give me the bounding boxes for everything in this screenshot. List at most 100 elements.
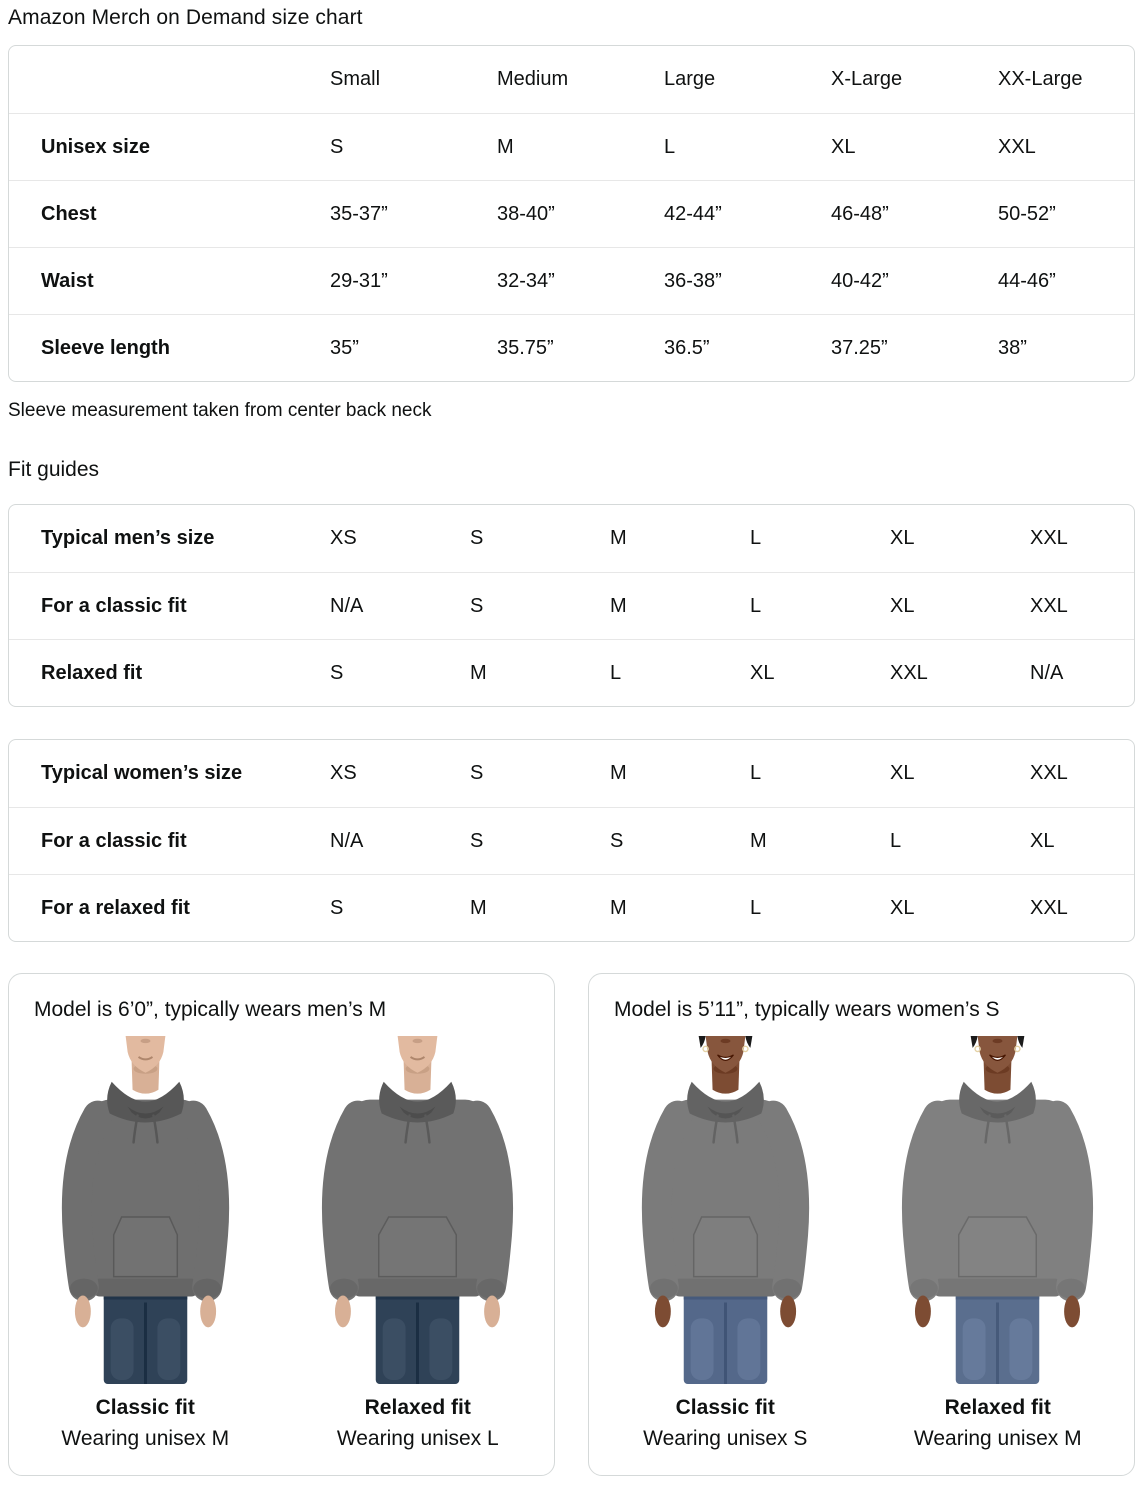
row-label: Unisex size bbox=[41, 135, 150, 158]
table-row: Typical women’s size XS S M L XL XXL bbox=[9, 740, 1134, 807]
size-chart-table: Small Medium Large X-Large XX-Large Unisex si… bbox=[8, 45, 1135, 382]
fit-label: Relaxed fit bbox=[364, 1396, 471, 1419]
cell: 29-31” bbox=[330, 269, 388, 292]
row-label: Typical women’s size bbox=[41, 762, 243, 784]
column-header: XX-Large bbox=[998, 68, 1083, 90]
cell: XL bbox=[1030, 829, 1055, 852]
womens-figures: Classic fit Wearing unisex S Relaxed fit W… bbox=[589, 1036, 1134, 1451]
table-row: Waist 29-31” 32-34” 36-38” 40-42” 44-46” bbox=[9, 247, 1134, 314]
cell: XXL bbox=[1030, 896, 1068, 919]
model-cards: Model is 6’0”, typically wears men’s M C… bbox=[8, 973, 1135, 1476]
cell: L bbox=[610, 661, 622, 684]
cell: 35-37” bbox=[330, 202, 388, 225]
row-label: Relaxed fit bbox=[41, 661, 143, 684]
cell: M bbox=[470, 896, 487, 919]
cell: 38” bbox=[998, 336, 1027, 359]
cell: XS bbox=[330, 527, 357, 549]
figure-caption: Wearing unisex M bbox=[61, 1427, 230, 1450]
row-label: Waist bbox=[41, 269, 94, 292]
model-figure-classic: Classic fit Wearing unisex M bbox=[9, 1036, 282, 1451]
row-label: Sleeve length bbox=[41, 336, 170, 359]
model-figure-classic: Classic fit Wearing unisex S bbox=[589, 1036, 862, 1451]
cell: XL bbox=[831, 135, 856, 158]
cell: L bbox=[750, 527, 762, 549]
cell: S bbox=[470, 594, 484, 617]
cell: XXL bbox=[1030, 527, 1068, 549]
mens-card-heading: Model is 6’0”, typically wears men’s M bbox=[34, 998, 387, 1021]
column-header: Large bbox=[664, 68, 716, 90]
cell: S bbox=[470, 762, 484, 784]
cell: L bbox=[750, 896, 762, 919]
column-header: Medium bbox=[497, 68, 569, 90]
cell: 37.25” bbox=[831, 336, 888, 359]
fit-guides-heading: Fit guides bbox=[8, 458, 100, 481]
cell: XXL bbox=[1030, 594, 1068, 617]
table-row: For a relaxed fit S M M L XL XXL bbox=[9, 874, 1134, 941]
cell: XL bbox=[890, 594, 915, 617]
cell: 35.75” bbox=[497, 336, 554, 359]
cell: 40-42” bbox=[831, 269, 889, 292]
model-figure-relaxed: Relaxed fit Wearing unisex M bbox=[862, 1036, 1135, 1451]
cell: XL bbox=[750, 661, 775, 684]
womens-card-heading: Model is 5’11”, typically wears women’s … bbox=[614, 998, 1000, 1021]
figure-caption: Wearing unisex S bbox=[643, 1427, 808, 1450]
cell: 42-44” bbox=[664, 202, 722, 225]
womens-fit-table: Typical women’s size XS S M L XL XXL For a clas… bbox=[8, 739, 1135, 942]
cell: XL bbox=[890, 896, 915, 919]
table-row: Relaxed fit S M L XL XXL N/A bbox=[9, 639, 1134, 706]
cell: XL bbox=[890, 762, 915, 784]
row-label: Chest bbox=[41, 202, 97, 225]
fit-label: Relaxed fit bbox=[944, 1396, 1051, 1419]
cell: N/A bbox=[1030, 661, 1064, 684]
mens-model-card: Model is 6’0”, typically wears men’s M C… bbox=[8, 973, 555, 1476]
cell: N/A bbox=[330, 829, 364, 852]
cell: XL bbox=[890, 527, 915, 549]
table-row: For a classic fit N/A S S M L XL bbox=[9, 807, 1134, 874]
cell: L bbox=[664, 135, 676, 158]
cell: 50-52” bbox=[998, 202, 1056, 225]
figure-caption: Wearing unisex M bbox=[913, 1427, 1082, 1450]
cell: M bbox=[610, 594, 627, 617]
cell: 32-34” bbox=[497, 269, 555, 292]
cell: M bbox=[470, 661, 487, 684]
cell: M bbox=[610, 896, 627, 919]
table-row: Typical men’s size XS S M L XL XXL bbox=[9, 505, 1134, 572]
fit-label: Classic fit bbox=[675, 1396, 775, 1419]
cell: XS bbox=[330, 762, 357, 784]
cell: S bbox=[610, 829, 624, 852]
cell: 36.5” bbox=[664, 336, 710, 359]
fit-label: Classic fit bbox=[95, 1396, 195, 1419]
cell: L bbox=[750, 762, 762, 784]
cell: S bbox=[470, 829, 484, 852]
cell: L bbox=[750, 594, 762, 617]
cell: L bbox=[890, 829, 902, 852]
cell: S bbox=[470, 527, 484, 549]
cell: XXL bbox=[998, 135, 1036, 158]
cell: N/A bbox=[330, 594, 364, 617]
cell: XXL bbox=[1030, 762, 1068, 784]
row-label: For a relaxed fit bbox=[41, 896, 190, 919]
column-header: Small bbox=[330, 68, 381, 90]
cell: 38-40” bbox=[497, 202, 555, 225]
cell: S bbox=[330, 135, 344, 158]
cell: 46-48” bbox=[831, 202, 889, 225]
table-row: Sleeve length 35” 35.75” 36.5” 37.25” 38” bbox=[9, 314, 1134, 381]
mens-figures: Classic fit Wearing unisex M Relaxed fit W… bbox=[9, 1036, 554, 1451]
cell: M bbox=[497, 135, 514, 158]
model-photo-relaxed bbox=[883, 1036, 1113, 1384]
column-header: X-Large bbox=[831, 68, 903, 90]
cell: XXL bbox=[890, 661, 928, 684]
model-photo-relaxed bbox=[303, 1036, 533, 1384]
sleeve-note: Sleeve measurement taken from center bac… bbox=[8, 400, 432, 421]
mens-fit-table: Typical men’s size XS S M L XL XXL For a classi… bbox=[8, 504, 1135, 707]
cell: S bbox=[330, 661, 344, 684]
figure-caption: Wearing unisex L bbox=[336, 1427, 499, 1450]
cell: S bbox=[330, 896, 344, 919]
row-label: For a classic fit bbox=[41, 594, 187, 617]
model-figure-relaxed: Relaxed fit Wearing unisex L bbox=[282, 1036, 555, 1451]
model-photo-classic bbox=[30, 1036, 260, 1384]
table-row: Small Medium Large X-Large XX-Large bbox=[9, 46, 1134, 113]
model-photo-classic bbox=[610, 1036, 840, 1384]
row-label: For a classic fit bbox=[41, 829, 187, 852]
